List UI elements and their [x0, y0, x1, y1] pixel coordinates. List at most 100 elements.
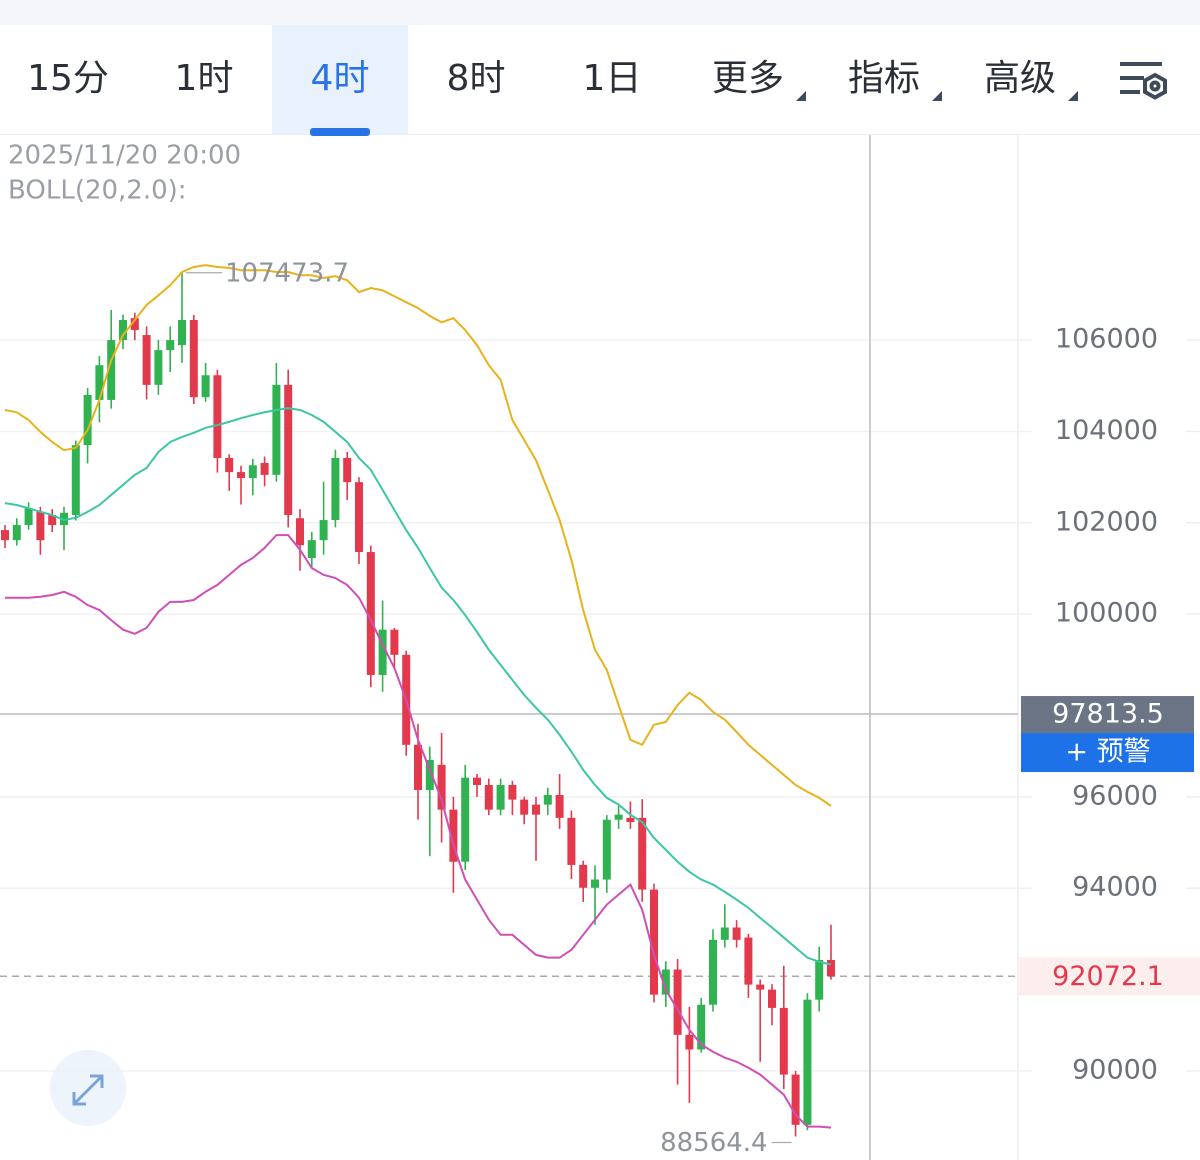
tab-indicator [310, 128, 370, 136]
candle-body [366, 552, 375, 675]
tab[interactable]: 4时 [311, 58, 370, 99]
tab-active-bg [272, 25, 408, 135]
candle-body [567, 817, 576, 865]
max-label: 107473.7 [225, 258, 349, 288]
candle-body [744, 937, 753, 985]
candle-body [178, 319, 186, 346]
candle-body [331, 457, 340, 521]
dropdown-caret [1068, 91, 1078, 101]
candle-body [484, 784, 493, 810]
settings-icon[interactable] [1120, 62, 1167, 100]
candle-body [449, 809, 458, 862]
candle-body [95, 365, 104, 400]
candle-body [709, 939, 717, 1005]
indicator-label: BOLL(20,2.0): [8, 176, 187, 206]
boll-line [4, 264, 832, 807]
candle-body [142, 335, 151, 385]
candle-body [296, 518, 304, 546]
y-tick-label: 94000 [1072, 872, 1158, 903]
candle-body [71, 445, 80, 516]
candle-body [414, 744, 422, 791]
alert-button-bg[interactable] [1021, 733, 1194, 773]
candle-body [720, 927, 729, 940]
dropdown-caret [796, 91, 806, 101]
candle-body [213, 375, 222, 458]
tab[interactable]: 1时 [175, 58, 234, 99]
tab[interactable]: 高级 [984, 58, 1056, 99]
tab-divider [0, 134, 1200, 135]
candle-body [815, 959, 824, 1000]
tab[interactable]: 8时 [447, 58, 506, 99]
candle-body [756, 984, 765, 990]
candle-body [307, 540, 316, 558]
boll-line [5, 534, 832, 1129]
candle-body [661, 969, 670, 995]
candle-body [614, 814, 623, 820]
candle-body [673, 969, 682, 1035]
min-label: 88564.4 [660, 1128, 768, 1158]
candle-body [284, 384, 293, 516]
y-tick-label: 102000 [1055, 506, 1158, 537]
timestamp: 2025/11/20 20:00 [8, 141, 241, 171]
candle-body [154, 350, 163, 385]
candle-body [803, 999, 812, 1125]
candle-body [201, 375, 210, 398]
candle-body [579, 864, 588, 888]
y-tick-label: 100000 [1055, 598, 1158, 629]
candle-body [83, 394, 92, 446]
candle-body [107, 340, 116, 400]
candle-body [827, 959, 835, 977]
dropdown-caret [932, 91, 942, 101]
candle-body [425, 759, 434, 791]
candle-body [130, 318, 139, 331]
candle-body [343, 457, 352, 483]
candle-body [626, 817, 635, 822]
candle-body [390, 629, 399, 655]
candle-body [189, 319, 198, 398]
tab[interactable]: 更多 [712, 58, 784, 99]
candle-body [697, 1004, 706, 1050]
candle-body [260, 462, 269, 475]
y-tick-label: 90000 [1072, 1054, 1158, 1085]
candle-body [791, 1074, 800, 1125]
candle-body [48, 515, 57, 526]
candle-body [602, 819, 611, 880]
candle-body [355, 482, 363, 553]
candle-body [225, 457, 234, 473]
candle-body [437, 764, 446, 810]
candle-body [473, 777, 481, 785]
alert-button[interactable]: + 预警 [1065, 737, 1150, 768]
last-price-box [1018, 957, 1200, 996]
candle-body [543, 795, 552, 805]
candle-body [508, 784, 517, 800]
candle-body [237, 472, 245, 479]
candle-body [591, 879, 599, 888]
candle-body [496, 784, 505, 810]
y-tick-label: 104000 [1055, 415, 1158, 446]
last-price: 92072.1 [1052, 961, 1164, 992]
candle-body [378, 629, 387, 675]
candle-body [248, 465, 257, 479]
candle-body [779, 1007, 788, 1075]
tab[interactable]: 指标 [848, 58, 920, 99]
y-tick-label: 106000 [1055, 324, 1158, 355]
candle-body [119, 319, 127, 341]
candle-body [272, 384, 281, 475]
tab[interactable]: 15分 [27, 58, 109, 99]
candle-body [685, 1034, 694, 1050]
y-tick-label: 96000 [1072, 780, 1158, 811]
candle-body [650, 889, 658, 995]
candle-body [1, 530, 9, 541]
expand-button[interactable] [50, 1050, 126, 1126]
candle-body [732, 927, 741, 940]
crosshair-price-box [1021, 696, 1194, 734]
tab[interactable]: 1日 [583, 58, 642, 99]
candle-body [24, 508, 33, 526]
candle-body [60, 512, 68, 526]
candle-body [461, 777, 470, 862]
candle-body [638, 817, 647, 890]
candle-body [319, 520, 328, 541]
candle-body [768, 989, 776, 1008]
candle-body [36, 511, 45, 541]
